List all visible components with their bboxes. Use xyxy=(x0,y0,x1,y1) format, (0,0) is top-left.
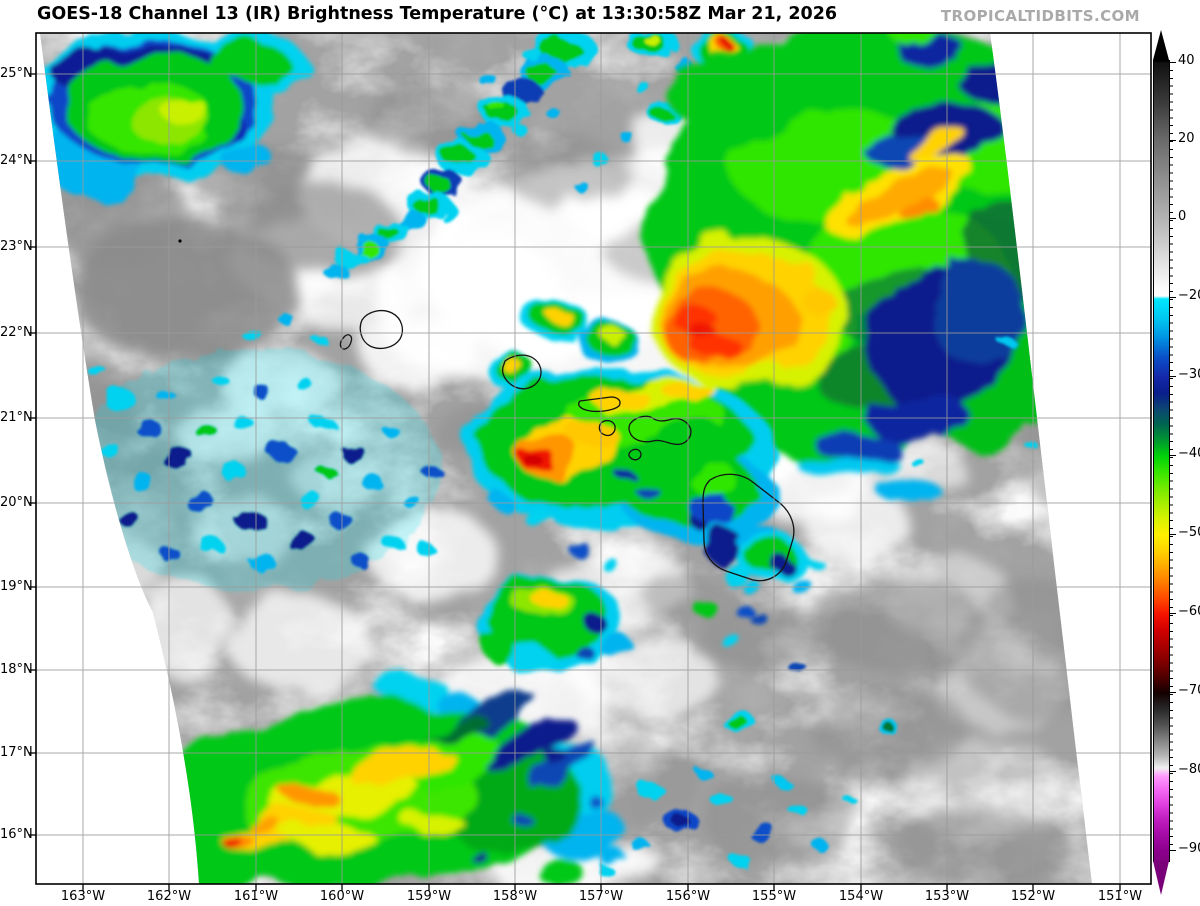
colorbar-tick-label: 40 xyxy=(1178,53,1195,68)
colorbar xyxy=(1153,60,1170,862)
station-marker-dot xyxy=(178,239,182,243)
map-frame xyxy=(35,32,1152,885)
colorbar-tick xyxy=(1170,771,1176,772)
colorbar-tick-label: −80 xyxy=(1178,762,1200,777)
colorbar-tick-label: −40 xyxy=(1178,446,1200,461)
watermark: TROPICALTIDBITS.COM xyxy=(940,7,1140,25)
colorbar-minor-ticks xyxy=(1170,62,1173,851)
speckle-field-center-west xyxy=(70,350,442,590)
lon-tick-label: 155°W xyxy=(751,889,797,904)
convection-diagonal-band xyxy=(242,33,690,343)
island-maui xyxy=(628,415,692,446)
gray-cloud-patches xyxy=(48,83,1092,884)
lon-tick-label: 162°W xyxy=(146,889,192,904)
lon-tick-label: 159°W xyxy=(406,889,452,904)
lon-tick-label: 152°W xyxy=(1010,889,1056,904)
colorbar-tick-label: −50 xyxy=(1178,525,1200,540)
island-kauai xyxy=(359,309,403,350)
lon-tick-label: 151°W xyxy=(1097,889,1143,904)
colorbar-tick xyxy=(1170,613,1176,614)
lon-tick-label: 158°W xyxy=(492,889,538,904)
island-kahoolawe xyxy=(628,448,642,461)
colorbar-tick-label: −90 xyxy=(1178,841,1200,856)
gridlines xyxy=(36,33,1151,884)
convection-mid-south-cell xyxy=(480,574,635,672)
lon-tick-label: 163°W xyxy=(60,889,106,904)
lat-tick-label: 17°N xyxy=(0,745,33,760)
lat-tick-label: 18°N xyxy=(0,662,33,677)
lon-tick-label: 160°W xyxy=(319,889,365,904)
colorbar-tick-label: −70 xyxy=(1178,683,1200,698)
colorbar-tick xyxy=(1170,850,1176,851)
lat-tick-label: 21°N xyxy=(0,410,33,425)
lat-tick-label: 25°N xyxy=(0,66,33,81)
island-oahu xyxy=(501,354,542,390)
colorbar-tick-label: 0 xyxy=(1178,209,1187,224)
convection-bottom-left-system xyxy=(154,678,634,884)
island-lanai xyxy=(598,419,616,437)
colorbar-tick xyxy=(1170,692,1176,693)
axis-ticks xyxy=(29,73,1121,891)
lat-tick-label: 16°N xyxy=(0,827,33,842)
lat-tick-label: 20°N xyxy=(0,495,33,510)
page-title: GOES-18 Channel 13 (IR) Brightness Tempe… xyxy=(37,4,838,24)
scattered-cells-bottom-center xyxy=(597,335,1034,875)
lat-tick-label: 23°N xyxy=(0,239,33,254)
lon-tick-label: 153°W xyxy=(924,889,970,904)
lat-tick-label: 24°N xyxy=(0,153,33,168)
island-niihau xyxy=(339,334,353,350)
colorbar-tick xyxy=(1170,62,1176,63)
colorbar-tick xyxy=(1170,218,1176,219)
colorbar-tick-label: −30 xyxy=(1178,367,1200,382)
colorbar-tick-label: −20 xyxy=(1178,288,1200,303)
colorbar-tick xyxy=(1170,297,1176,298)
colorbar-tick-label: 20 xyxy=(1178,131,1195,146)
lon-tick-label: 156°W xyxy=(665,889,711,904)
lon-tick-label: 157°W xyxy=(578,889,624,904)
colorbar-tick xyxy=(1170,455,1176,456)
lat-tick-label: 19°N xyxy=(0,579,33,594)
lat-tick-label: 22°N xyxy=(0,325,33,340)
lon-tick-label: 154°W xyxy=(838,889,884,904)
convection-top-left xyxy=(40,33,304,202)
island-molokai xyxy=(578,396,621,413)
colorbar-tick xyxy=(1170,140,1176,141)
colorbar-tick xyxy=(1170,534,1176,535)
colorbar-tick xyxy=(1170,376,1176,377)
colorbar-extend-arrow-down xyxy=(1153,861,1169,895)
colorbar-extend-arrow-up xyxy=(1153,30,1169,60)
lon-tick-label: 161°W xyxy=(233,889,279,904)
imagery-layer xyxy=(40,33,1092,884)
colorbar-tick-label: −60 xyxy=(1178,604,1200,619)
